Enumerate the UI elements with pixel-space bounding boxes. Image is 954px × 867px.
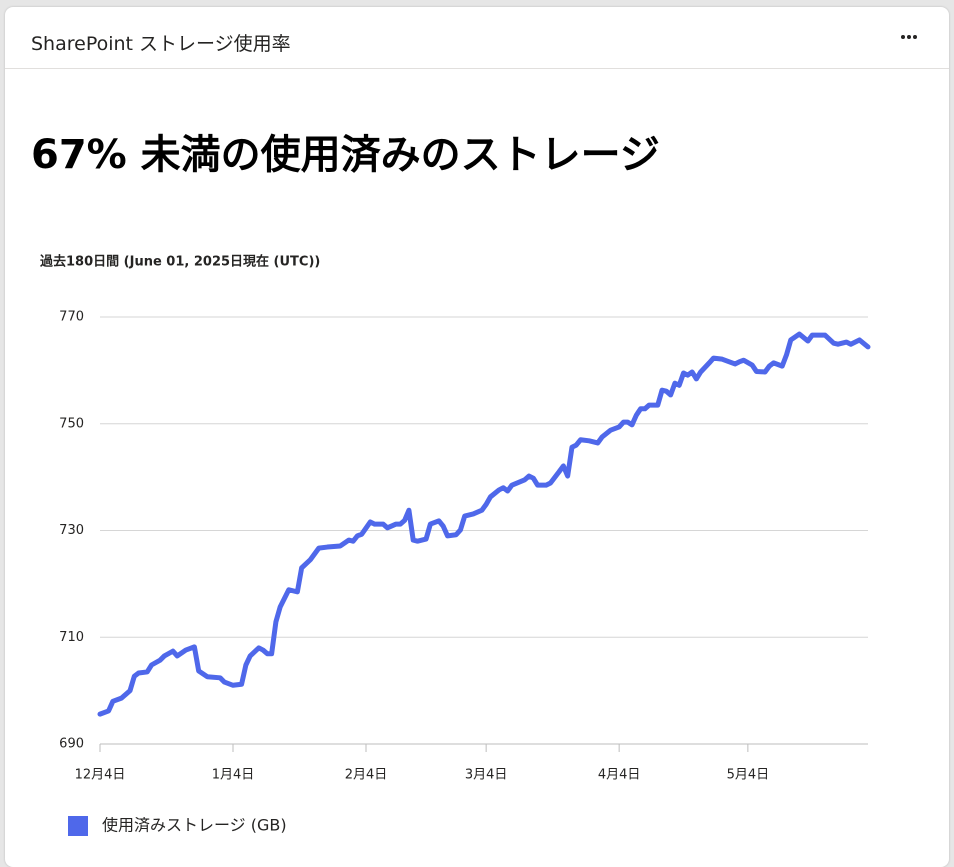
y-tick-label: 710	[59, 630, 84, 645]
x-tick-label: 5月4日	[727, 768, 770, 783]
y-tick-label: 750	[59, 416, 84, 431]
x-tick-label: 1月4日	[212, 768, 255, 783]
more-button[interactable]	[899, 27, 919, 47]
x-tick-label: 3月4日	[465, 768, 508, 783]
card: SharePoint ストレージ使用率 67% 未満の使用済みのストレージ	[5, 7, 949, 867]
x-tick-label: 4月4日	[598, 768, 641, 783]
x-tick-label: 2月4日	[345, 768, 388, 783]
legend-label: 使用済みストレージ (GB)	[102, 816, 287, 835]
card-title: SharePoint ストレージ使用率	[31, 33, 291, 55]
data-line	[97, 331, 871, 717]
y-tick-label: 730	[59, 523, 84, 538]
y-tick-label: 770	[59, 310, 84, 325]
y-tick-label: 690	[59, 737, 84, 752]
divider	[5, 68, 949, 69]
x-tick-label: 12月4日	[75, 768, 126, 783]
legend-swatch	[68, 816, 88, 836]
headline: 67% 未満の使用済みのストレージ	[31, 132, 660, 178]
chart-subtitle: 過去180日間 (June 01, 2025日現在 (UTC))	[40, 254, 320, 270]
